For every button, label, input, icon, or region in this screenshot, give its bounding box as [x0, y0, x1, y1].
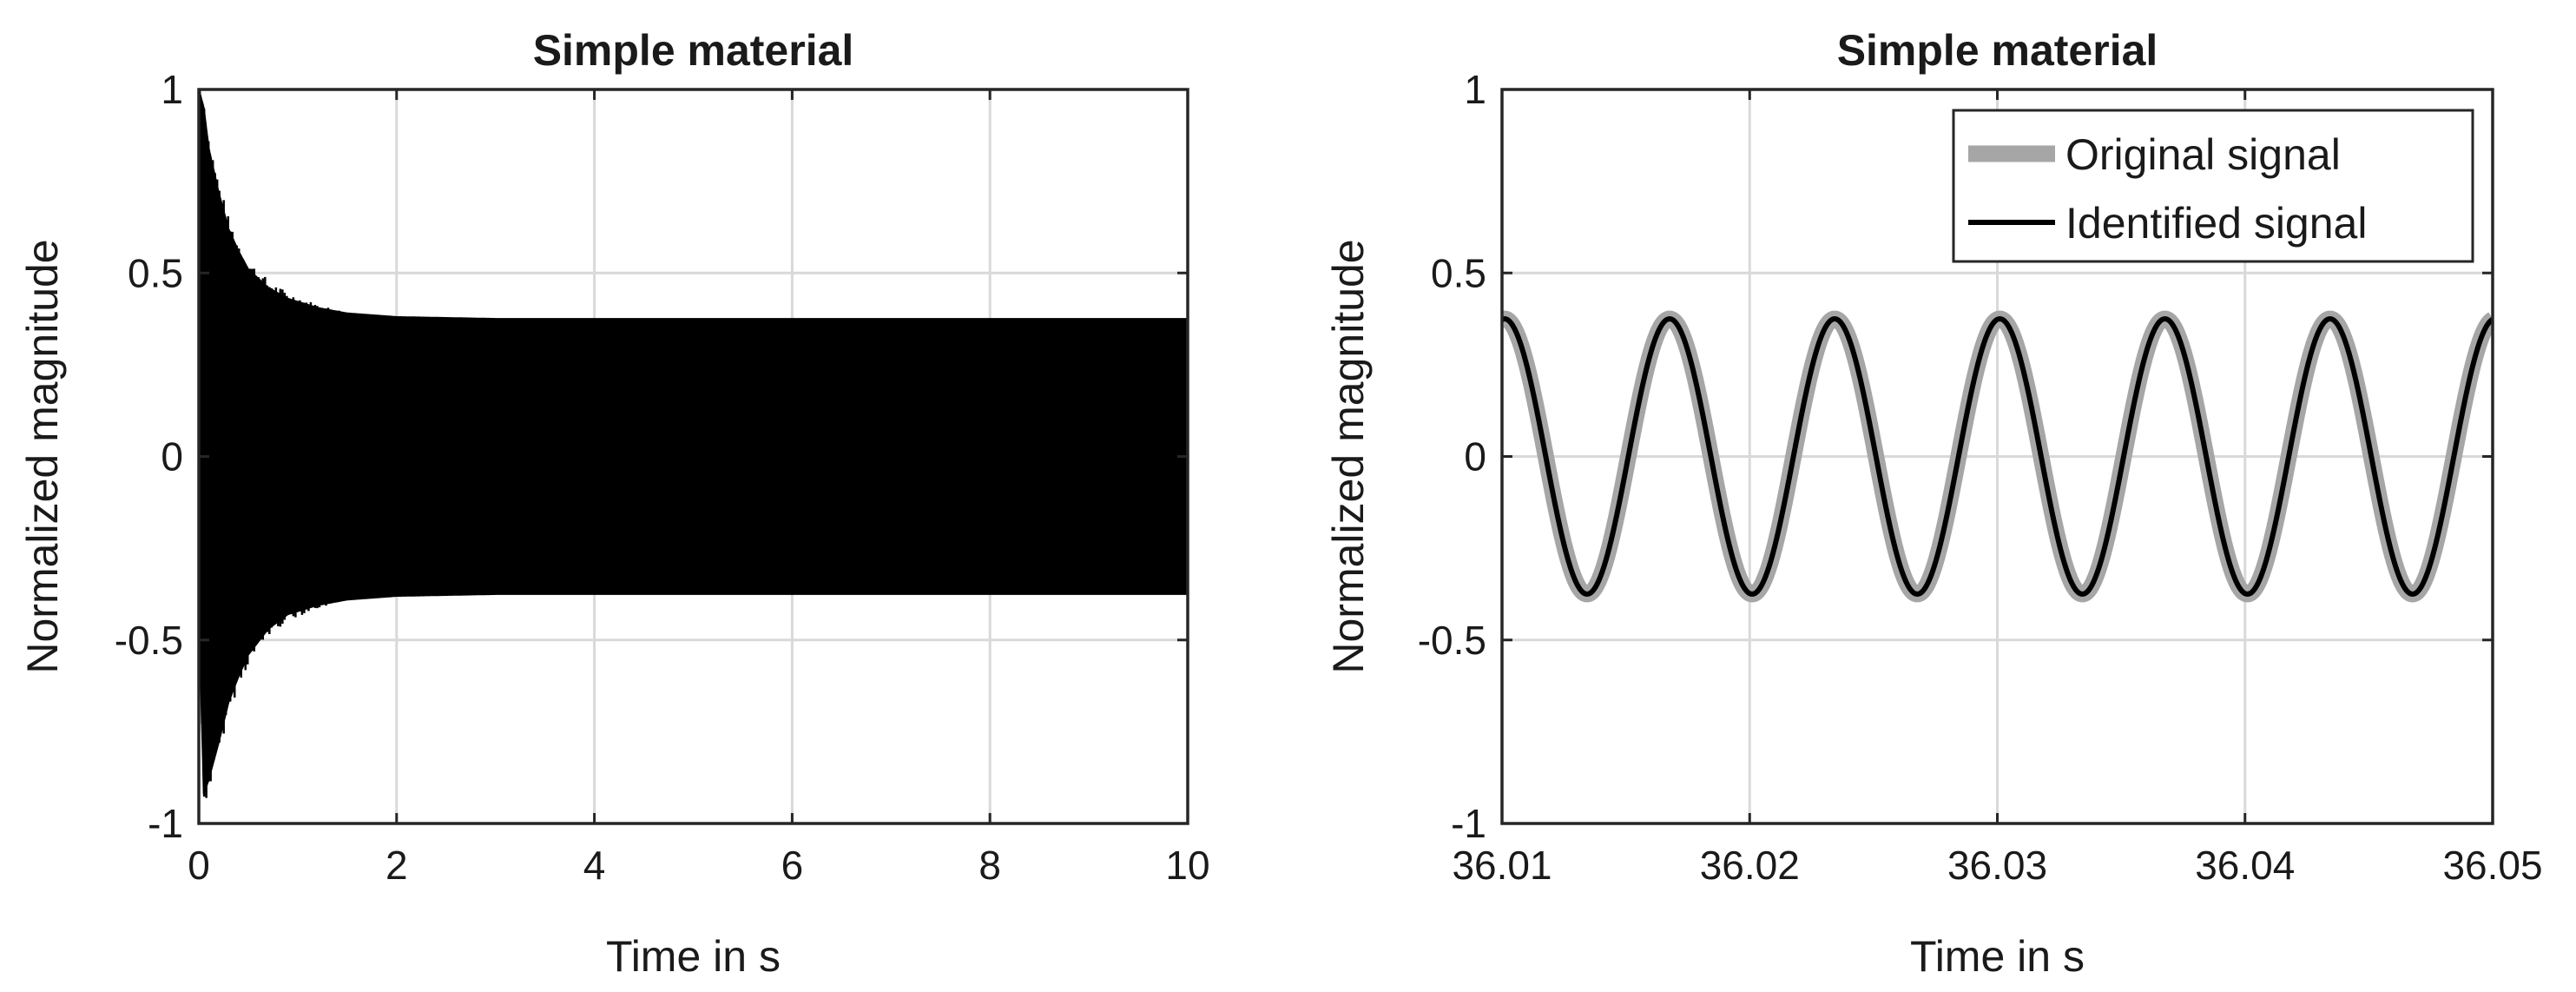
legend-label-original-signal: Original signal — [2065, 130, 2341, 179]
legend: Original signal Identified signal — [1952, 109, 2474, 263]
left-y-tick-label: -1 — [148, 801, 183, 846]
left-x-tick-labels: 0 2 4 6 8 10 — [188, 843, 1209, 888]
left-chart: 0 2 4 6 8 10 -1 -0.5 0 0.5 1 Simple material Time… — [18, 26, 1210, 981]
right-y-tick-label: -0.5 — [1418, 618, 1486, 663]
right-x-axis-label: Time in s — [1910, 932, 2085, 981]
right-x-tick-label: 36.03 — [1947, 843, 2047, 888]
left-x-tick-label: 6 — [781, 843, 804, 888]
left-x-tick-label: 0 — [188, 843, 210, 888]
left-x-tick-label: 8 — [978, 843, 1001, 888]
left-x-tick-label: 10 — [1165, 843, 1209, 888]
left-y-tick-label: 0.5 — [128, 250, 183, 295]
left-y-tick-label: -0.5 — [115, 618, 183, 663]
right-chart-title: Simple material — [1837, 26, 2158, 75]
right-y-tick-label: 0 — [1464, 434, 1486, 479]
left-y-tick-label: 0 — [161, 434, 183, 479]
left-x-tick-label: 2 — [385, 843, 408, 888]
right-x-tick-label: 36.01 — [1452, 843, 1552, 888]
left-y-axis-label: Normalized magnitude — [18, 239, 67, 673]
right-x-tick-label: 36.04 — [2195, 843, 2295, 888]
right-axes-box — [1500, 88, 2494, 825]
left-axes-box — [197, 88, 1189, 825]
left-x-tick-label: 4 — [583, 843, 606, 888]
right-y-axis-label: Normalized magnitude — [1324, 239, 1373, 673]
right-y-tick-label: 0.5 — [1431, 250, 1486, 295]
series-line-identified-signal — [1502, 316, 2493, 597]
right-x-tick-label: 36.02 — [1700, 843, 1800, 888]
right-chart: 36.01 36.02 36.03 36.04 36.05 -1 -0.5 0 0.5 1 Si… — [1324, 26, 2543, 981]
legend-label-identified-signal: Identified signal — [2065, 199, 2367, 248]
right-y-tick-label: -1 — [1451, 801, 1486, 846]
right-y-tick-label: 1 — [1464, 67, 1486, 112]
left-y-tick-label: 1 — [161, 67, 183, 112]
left-chart-title: Simple material — [533, 26, 854, 75]
right-x-tick-label: 36.05 — [2442, 843, 2542, 888]
left-y-tick-labels: -1 -0.5 0 0.5 1 — [115, 67, 183, 846]
left-signal — [199, 89, 1188, 795]
right-y-tick-labels: -1 -0.5 0 0.5 1 — [1418, 67, 1486, 846]
right-x-tick-labels: 36.01 36.02 36.03 36.04 36.05 — [1452, 843, 2542, 888]
legend-box — [1952, 109, 2474, 263]
left-x-axis-label: Time in s — [606, 932, 781, 981]
